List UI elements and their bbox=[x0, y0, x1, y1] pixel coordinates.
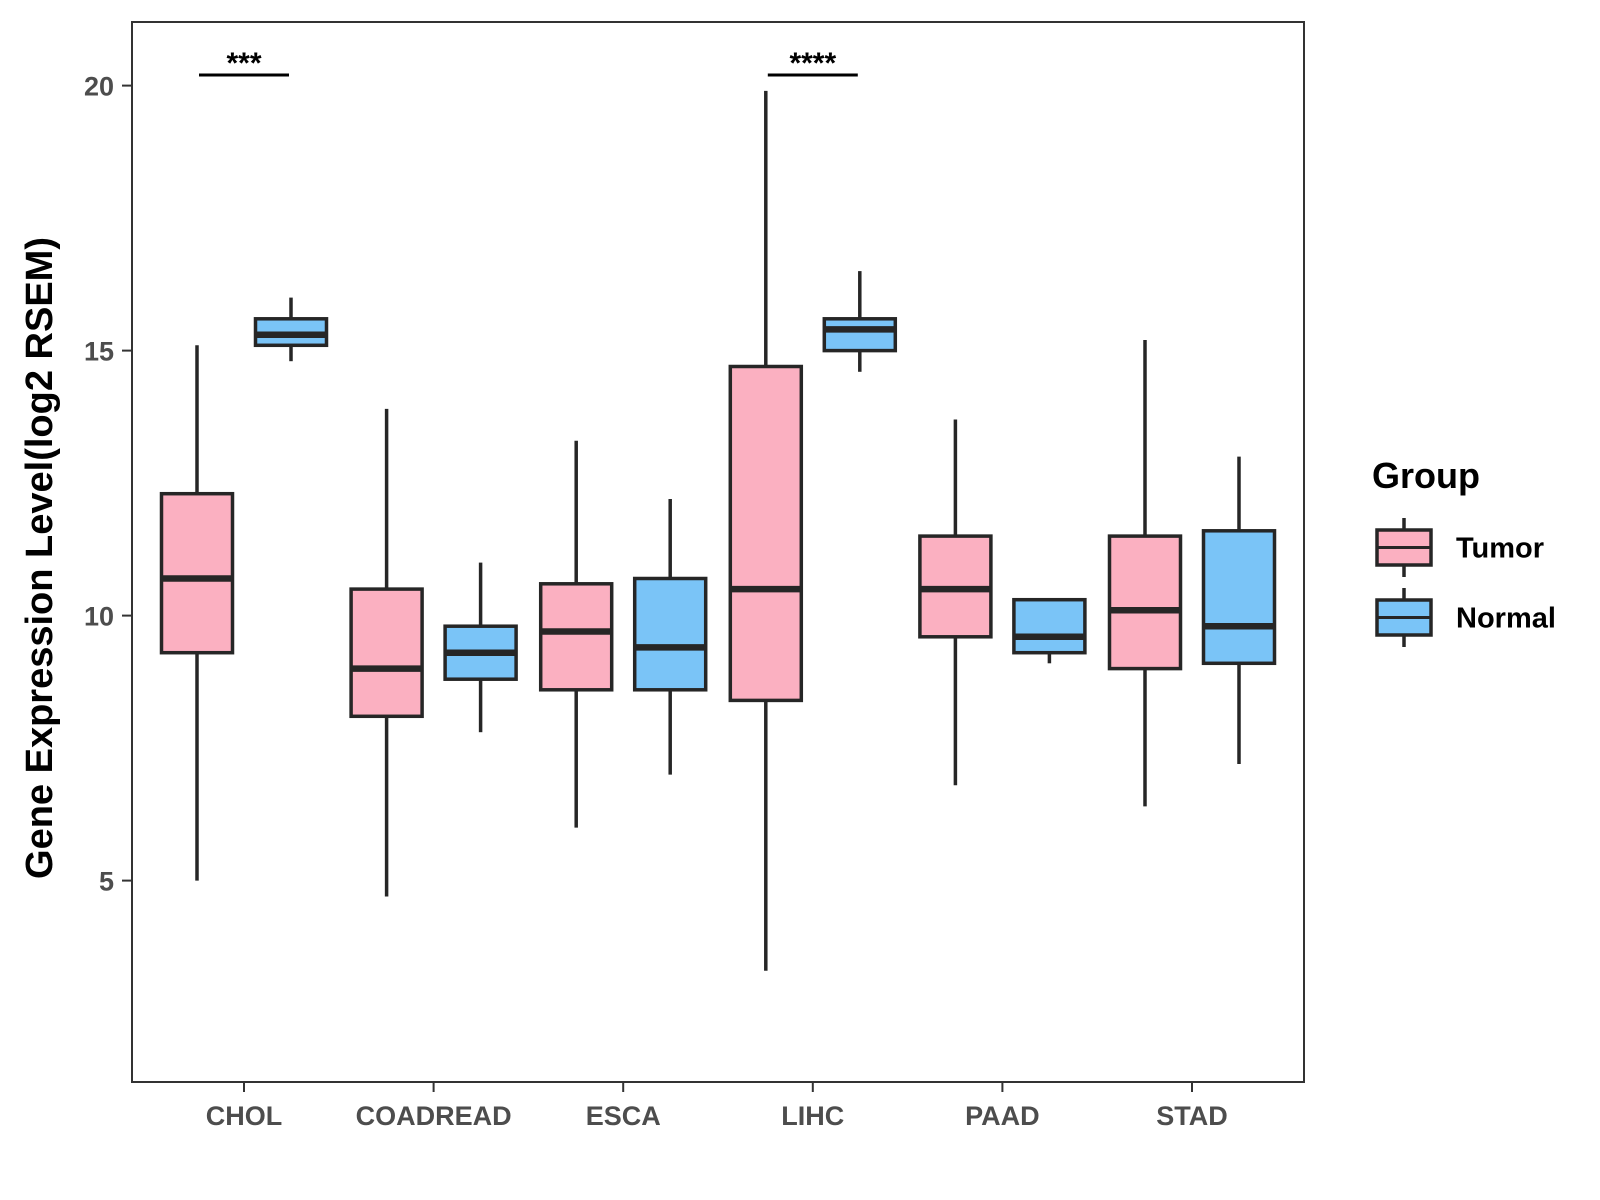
box-stad-normal-iqr bbox=[1201, 529, 1277, 666]
y-axis: 5 10 15 20 bbox=[84, 72, 132, 897]
box-chol-tumor-iqr bbox=[159, 491, 235, 655]
box-stad-tumor bbox=[1107, 340, 1183, 807]
legend-key-tumor bbox=[1375, 518, 1433, 577]
x-tick-label-paad: PAAD bbox=[965, 1101, 1040, 1131]
box-stad-normal bbox=[1201, 456, 1277, 764]
y-tick-label-5: 5 bbox=[99, 867, 114, 897]
box-lihc-tumor-iqr bbox=[728, 364, 804, 703]
significance-label-lihc: **** bbox=[789, 47, 836, 80]
box-stad-tumor-iqr bbox=[1107, 534, 1183, 671]
box-lihc-normal-iqr bbox=[822, 317, 898, 353]
x-tick-label-coadread: COADREAD bbox=[356, 1101, 512, 1131]
box-esca-normal bbox=[632, 499, 708, 775]
legend-label-tumor: Tumor bbox=[1456, 533, 1544, 565]
box-coadread-tumor-iqr bbox=[349, 587, 424, 719]
y-tick-label-20: 20 bbox=[84, 72, 114, 102]
x-tick-label-esca: ESCA bbox=[586, 1101, 661, 1131]
plot-panel-border bbox=[131, 21, 1305, 1083]
box-paad-normal-iqr bbox=[1012, 597, 1087, 655]
x-axis: CHOL COADREAD ESCA LIHC PAAD STAD bbox=[206, 1082, 1228, 1131]
significance-annotations: *** **** bbox=[199, 47, 858, 80]
legend-label-normal: Normal bbox=[1456, 603, 1556, 635]
box-esca-tumor-iqr bbox=[538, 582, 614, 692]
legend-key-normal bbox=[1375, 588, 1433, 647]
box-esca-tumor bbox=[538, 440, 614, 828]
box-chol-tumor bbox=[159, 345, 235, 881]
legend: Group Tumor Normal bbox=[1372, 455, 1556, 647]
x-tick-label-stad: STAD bbox=[1156, 1101, 1228, 1131]
box-chol-normal bbox=[253, 297, 329, 362]
box-paad-tumor bbox=[918, 419, 993, 786]
significance-label-chol: *** bbox=[226, 47, 261, 80]
series-tumor bbox=[159, 90, 1183, 971]
x-tick-label-lihc: LIHC bbox=[781, 1101, 844, 1131]
box-coadread-normal bbox=[443, 562, 518, 733]
box-lihc-normal bbox=[822, 271, 898, 372]
y-tick-label-15: 15 bbox=[84, 337, 114, 367]
x-tick-label-chol: CHOL bbox=[206, 1101, 283, 1131]
box-coadread-tumor bbox=[349, 408, 424, 897]
box-paad-normal bbox=[1012, 597, 1087, 664]
box-lihc-tumor bbox=[728, 90, 804, 971]
y-axis-title: Gene Expression Level(log2 RSEM) bbox=[19, 237, 61, 879]
y-tick-label-10: 10 bbox=[84, 602, 114, 632]
box-esca-normal-iqr bbox=[632, 576, 708, 692]
boxes-layer bbox=[159, 90, 1277, 971]
series-normal bbox=[253, 271, 1277, 775]
legend-title: Group bbox=[1372, 455, 1480, 496]
